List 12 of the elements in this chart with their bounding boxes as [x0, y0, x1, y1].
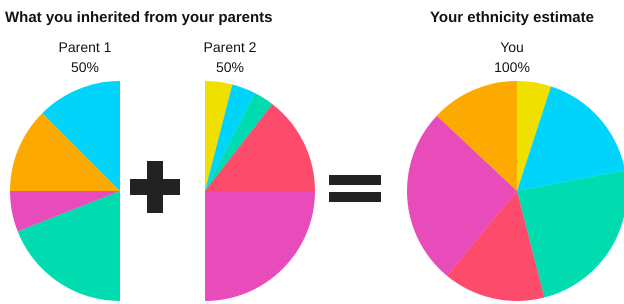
- pie-slice: [407, 116, 517, 276]
- chart-title: Your ethnicity estimate: [430, 9, 594, 26]
- pie-slice: [436, 81, 517, 191]
- chart-subtitle: Parent 2: [204, 39, 257, 55]
- pie-slice: [517, 81, 551, 191]
- chart-subtitle: Parent 1: [58, 39, 112, 55]
- text: 50%: [216, 59, 244, 75]
- text: 100%: [494, 59, 530, 75]
- chart-subtitle: You: [500, 39, 524, 55]
- text: 50%: [70, 59, 100, 75]
- pie-slice: [517, 86, 624, 191]
- chart-title: What you inherited from your parents: [5, 9, 273, 26]
